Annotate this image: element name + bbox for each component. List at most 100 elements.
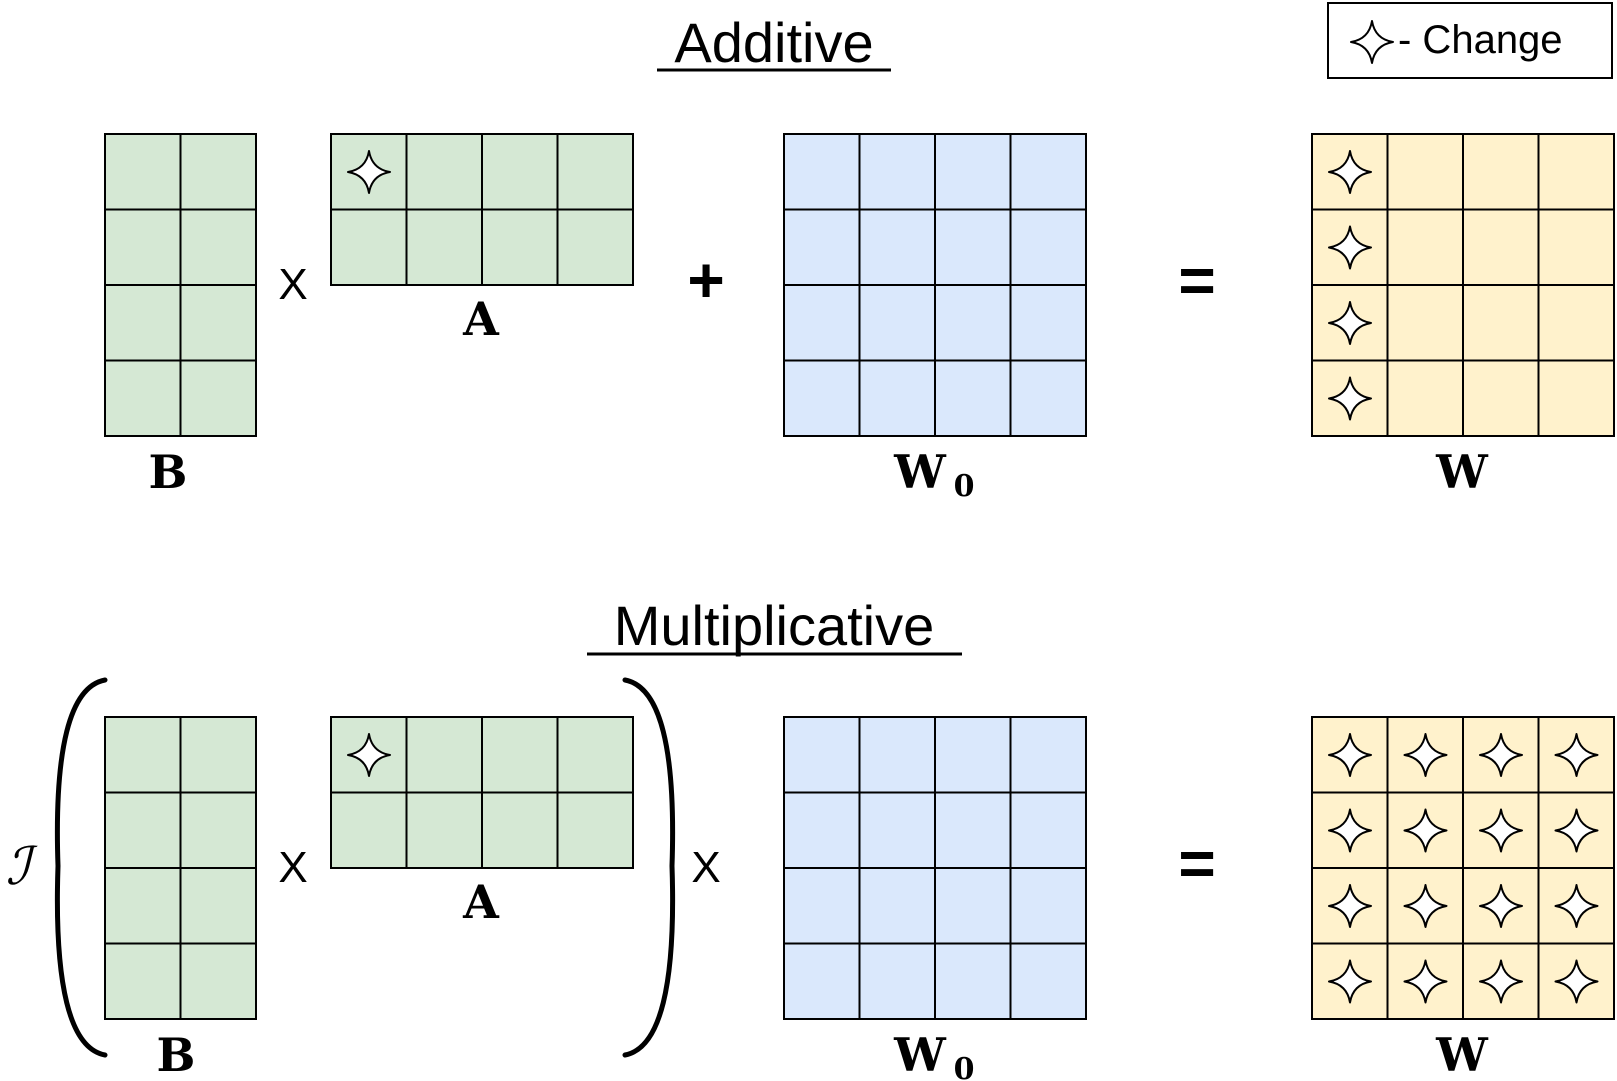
matrix-cell (179, 284, 257, 362)
additive-section: Additive X + = A B W 0 W (104, 11, 1615, 504)
matrix-cell (405, 716, 483, 794)
multiplicative-section: Multiplicative ℐ X X = A B W 0 W (6, 594, 1615, 1081)
matrix-cell (481, 791, 559, 869)
matrix-cell (858, 716, 936, 794)
matrix-cell (1537, 942, 1615, 1020)
additive-matrix-w (1311, 133, 1615, 437)
additive-matrix-w0 (783, 133, 1087, 437)
matrix-cell (1462, 284, 1540, 362)
matrix-cell (556, 133, 634, 211)
matrix-cell (934, 359, 1012, 437)
additive-times-operator: X (278, 260, 307, 309)
matrix-cell (858, 359, 936, 437)
matrix-cell (934, 867, 1012, 945)
matrix-cell (104, 791, 182, 869)
matrix-cell (405, 133, 483, 211)
matrix-cell (858, 284, 936, 362)
matrix-cell (1386, 284, 1464, 362)
legend: - Change (1327, 2, 1613, 79)
matrix-cell (104, 942, 182, 1020)
multiplicative-prefix-symbol: ℐ (6, 837, 39, 897)
matrix-cell (104, 867, 182, 945)
matrix-cell (179, 716, 257, 794)
additive-label-w0-main: W (893, 445, 947, 499)
additive-equals-operator: = (1178, 244, 1215, 316)
matrix-cell (1009, 791, 1087, 869)
matrix-cell (858, 133, 936, 211)
matrix-cell (783, 942, 861, 1020)
matrix-cell (1462, 133, 1540, 211)
matrix-cell (179, 208, 257, 286)
matrix-cell (179, 867, 257, 945)
matrix-cell (783, 284, 861, 362)
matrix-cell (556, 716, 634, 794)
matrix-cell (1009, 208, 1087, 286)
matrix-cell (179, 359, 257, 437)
matrix-cell (1537, 208, 1615, 286)
matrix-cell (1009, 716, 1087, 794)
additive-label-w0: W 0 (893, 445, 974, 504)
matrix-cell (1537, 359, 1615, 437)
matrix-cell (104, 716, 182, 794)
matrix-cell (481, 133, 559, 211)
matrix-cell (783, 867, 861, 945)
matrix-cell (481, 716, 559, 794)
matrix-cell (1462, 359, 1540, 437)
matrix-cell (405, 791, 483, 869)
matrix-cell (179, 791, 257, 869)
matrix-cell (1386, 208, 1464, 286)
multiplicative-label-w0-main: W (893, 1028, 947, 1081)
matrix-cell (934, 208, 1012, 286)
matrix-cell (179, 133, 257, 211)
matrix-cell (783, 208, 861, 286)
matrix-cell (934, 284, 1012, 362)
additive-title: Additive (674, 11, 873, 74)
right-parenthesis (622, 677, 676, 1058)
matrix-cell (1462, 208, 1540, 286)
matrix-cell (858, 942, 936, 1020)
multiplicative-times-operator-2: X (691, 843, 720, 892)
matrix-cell (1537, 133, 1615, 211)
matrix-cell (1537, 284, 1615, 362)
multiplicative-label-a: A (462, 875, 500, 929)
matrix-cell (104, 208, 182, 286)
multiplicative-matrix-a (330, 716, 634, 869)
matrix-cell (556, 208, 634, 286)
matrix-cell (556, 791, 634, 869)
multiplicative-label-w: W (1435, 1028, 1489, 1081)
matrix-cell (1009, 942, 1087, 1020)
multiplicative-equals-operator: = (1178, 827, 1215, 899)
matrix-cell (858, 867, 936, 945)
multiplicative-label-b: B (157, 1028, 196, 1081)
matrix-cell (1009, 867, 1087, 945)
matrix-cell (481, 208, 559, 286)
matrix-cell (1386, 359, 1464, 437)
additive-plus-operator: + (687, 244, 724, 316)
additive-label-w: W (1435, 445, 1489, 499)
additive-matrix-b (104, 133, 257, 437)
matrix-cell (405, 208, 483, 286)
matrix-cell (1009, 133, 1087, 211)
matrix-cell (1009, 284, 1087, 362)
additive-label-w0-subscript: 0 (954, 469, 975, 504)
matrix-cell (934, 791, 1012, 869)
matrix-cell (934, 716, 1012, 794)
matrix-cell (783, 359, 861, 437)
matrix-cell (330, 208, 408, 286)
matrix-cell (783, 716, 861, 794)
multiplicative-label-w0-subscript: 0 (954, 1052, 975, 1081)
matrix-cell (330, 791, 408, 869)
legend-label: - Change (1398, 18, 1563, 62)
matrix-cell (1386, 133, 1464, 211)
left-parenthesis (54, 677, 108, 1058)
multiplicative-matrix-b (104, 716, 257, 1020)
additive-label-a: A (462, 292, 500, 346)
matrix-cell (934, 942, 1012, 1020)
matrix-cell (1009, 359, 1087, 437)
matrix-cell (104, 133, 182, 211)
matrix-cell (104, 359, 182, 437)
matrix-cell (104, 284, 182, 362)
matrix-cell (783, 133, 861, 211)
matrix-cell (858, 208, 936, 286)
